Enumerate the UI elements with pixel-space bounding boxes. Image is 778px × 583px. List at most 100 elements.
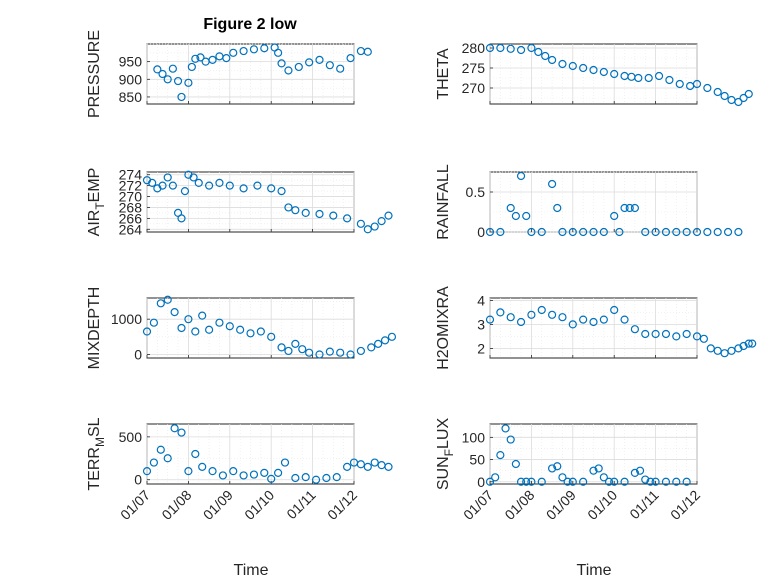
data-point xyxy=(163,173,172,182)
data-point xyxy=(511,211,520,221)
figure-title: Figure 2 low xyxy=(203,16,297,33)
x-tick-label: 01/09 xyxy=(200,487,236,523)
data-point xyxy=(506,313,515,322)
data-point xyxy=(384,211,393,220)
data-point xyxy=(568,320,577,329)
data-point xyxy=(739,93,748,103)
y-tick-label: 500 xyxy=(119,429,143,445)
data-point xyxy=(301,473,310,482)
data-point xyxy=(384,462,393,471)
data-point xyxy=(336,348,345,357)
data-point xyxy=(599,315,608,324)
subplot-4: 0 0.5 RAINFALL xyxy=(435,164,743,240)
data-point xyxy=(156,445,165,454)
data-point xyxy=(184,467,193,476)
data-point xyxy=(620,315,629,324)
data-point xyxy=(547,464,557,473)
data-point xyxy=(343,214,352,223)
data-point xyxy=(173,76,183,86)
subplot-6: 2 3 4 H2OMIXRA xyxy=(435,286,757,370)
data-point xyxy=(177,214,186,223)
y-tick-label: 274 xyxy=(119,167,143,183)
y-axis-label: THETA xyxy=(435,48,452,100)
y-tick-label: 950 xyxy=(119,54,143,70)
data-point xyxy=(377,461,386,470)
data-point xyxy=(377,216,386,226)
data-point xyxy=(196,53,205,62)
data-point xyxy=(363,462,372,471)
data-point xyxy=(356,460,365,469)
data-point xyxy=(191,449,200,459)
data-point xyxy=(661,227,671,237)
data-point xyxy=(579,315,588,324)
y-tick-label: 0 xyxy=(477,474,485,490)
y-axis-label: AIRTEMP xyxy=(86,168,107,237)
data-point xyxy=(187,62,196,72)
data-point xyxy=(311,475,321,484)
y-tick-label: 280 xyxy=(462,40,486,56)
data-point xyxy=(610,477,619,486)
subplot-5: 0 1000 MIXDEPTH xyxy=(86,287,397,369)
data-point xyxy=(142,467,152,476)
data-point xyxy=(516,45,526,55)
data-point xyxy=(610,69,619,79)
data-point xyxy=(387,332,397,341)
data-point xyxy=(748,339,757,348)
data-point xyxy=(620,477,629,486)
data-point xyxy=(156,299,165,308)
y-tick-label: 270 xyxy=(119,189,143,205)
x-tick-label: 01/10 xyxy=(584,487,620,523)
data-point xyxy=(527,477,536,486)
data-point xyxy=(225,322,234,331)
data-point xyxy=(599,227,608,237)
data-point xyxy=(218,471,227,480)
data-point xyxy=(496,43,505,53)
data-point xyxy=(534,47,543,57)
y-tick-label: 275 xyxy=(462,60,486,76)
x-tick-label: 01/11 xyxy=(283,487,319,523)
data-point xyxy=(168,181,177,190)
data-point xyxy=(511,459,520,469)
data-point xyxy=(501,424,510,433)
y-tick-label: 900 xyxy=(119,71,143,87)
data-point xyxy=(170,308,179,317)
data-point xyxy=(239,471,248,480)
x-tick-label: 01/09 xyxy=(543,487,579,523)
data-point xyxy=(516,171,526,181)
y-tick-label: 270 xyxy=(462,80,486,96)
data-point xyxy=(553,203,562,213)
data-point xyxy=(191,54,200,63)
data-point xyxy=(346,350,355,359)
data-point xyxy=(599,67,608,77)
data-point xyxy=(277,59,286,68)
x-tick-label: 01/12 xyxy=(667,487,703,523)
data-point xyxy=(180,186,190,196)
data-point xyxy=(485,227,495,237)
data-point xyxy=(274,48,283,57)
data-point xyxy=(506,435,515,444)
data-point xyxy=(589,466,598,475)
data-point xyxy=(527,227,536,237)
data-point xyxy=(558,227,567,237)
data-point xyxy=(149,458,158,467)
data-point xyxy=(630,325,640,334)
data-point xyxy=(184,315,193,324)
data-point xyxy=(363,47,372,56)
data-point xyxy=(343,462,352,471)
data-point xyxy=(734,344,743,353)
data-point xyxy=(267,332,276,341)
x-tick-label: 01/12 xyxy=(324,487,360,523)
data-point xyxy=(651,227,660,237)
data-point xyxy=(332,473,341,482)
data-point xyxy=(641,227,650,237)
data-point xyxy=(496,227,505,237)
data-point xyxy=(713,346,722,355)
x-axis-label-right: Time xyxy=(577,562,612,579)
data-point xyxy=(568,227,577,237)
data-point xyxy=(682,477,691,486)
data-point xyxy=(682,329,691,339)
data-point xyxy=(558,313,567,322)
data-point xyxy=(301,208,310,218)
data-point xyxy=(284,66,293,75)
data-point xyxy=(239,46,248,56)
